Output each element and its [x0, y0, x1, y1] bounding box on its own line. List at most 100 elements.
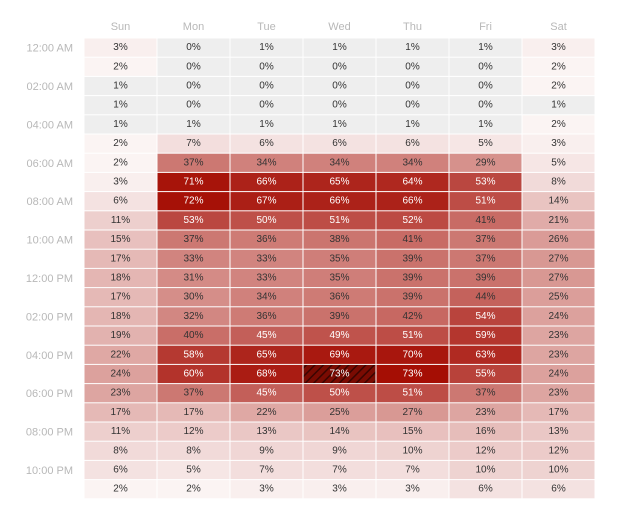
heatmap-cell[interactable] [303, 192, 376, 211]
heatmap-cell[interactable] [522, 76, 595, 96]
heatmap-cell[interactable] [230, 57, 303, 76]
heatmap-cell[interactable] [449, 57, 522, 76]
heatmap-cell[interactable] [230, 38, 303, 57]
heatmap-cell[interactable] [522, 345, 595, 364]
heatmap-cell[interactable] [303, 422, 376, 441]
heatmap-cell[interactable] [522, 230, 595, 249]
heatmap-cell[interactable] [449, 172, 522, 192]
heatmap-cell[interactable] [522, 249, 595, 268]
heatmap-cell[interactable] [376, 76, 449, 96]
heatmap-cell[interactable] [303, 96, 376, 115]
heatmap-cell[interactable] [230, 422, 303, 441]
heatmap-cell[interactable] [230, 326, 303, 345]
heatmap-cell[interactable] [230, 345, 303, 364]
heatmap-cell[interactable] [522, 480, 595, 499]
heatmap-cell[interactable] [84, 441, 157, 460]
heatmap-cell[interactable] [449, 76, 522, 96]
heatmap-cell[interactable] [449, 115, 522, 134]
heatmap-cell[interactable] [376, 249, 449, 268]
heatmap-cell[interactable] [449, 211, 522, 230]
heatmap-cell[interactable] [84, 326, 157, 345]
heatmap-cell[interactable] [522, 307, 595, 326]
heatmap-cell[interactable] [376, 403, 449, 422]
heatmap-cell[interactable] [303, 441, 376, 460]
heatmap-cell[interactable] [522, 57, 595, 76]
heatmap-cell[interactable] [376, 441, 449, 460]
heatmap-cell[interactable] [522, 268, 595, 288]
heatmap-cell[interactable] [303, 307, 376, 326]
heatmap-cell[interactable] [84, 288, 157, 307]
heatmap-cell[interactable] [449, 364, 522, 384]
heatmap-cell[interactable] [230, 76, 303, 96]
heatmap-cell[interactable] [376, 480, 449, 499]
heatmap-cell[interactable] [230, 480, 303, 499]
heatmap-cell[interactable] [522, 115, 595, 134]
heatmap-cell[interactable] [303, 172, 376, 192]
heatmap-cell[interactable] [376, 172, 449, 192]
heatmap-cell[interactable] [303, 268, 376, 288]
heatmap-cell[interactable] [303, 460, 376, 480]
heatmap-cell[interactable] [84, 480, 157, 499]
heatmap-cell[interactable] [84, 172, 157, 192]
heatmap-cell[interactable] [449, 422, 522, 441]
heatmap-cell[interactable] [157, 192, 230, 211]
heatmap-cell[interactable] [449, 307, 522, 326]
heatmap-cell[interactable] [157, 364, 230, 384]
heatmap-cell[interactable] [376, 230, 449, 249]
heatmap-cell[interactable] [376, 115, 449, 134]
heatmap-cell[interactable] [157, 403, 230, 422]
heatmap-cell[interactable] [230, 403, 303, 422]
heatmap-cell[interactable] [84, 422, 157, 441]
heatmap-cell[interactable] [157, 115, 230, 134]
heatmap-cell[interactable] [376, 288, 449, 307]
heatmap-cell[interactable] [157, 384, 230, 403]
heatmap-cell[interactable] [522, 460, 595, 480]
heatmap-cell[interactable] [157, 76, 230, 96]
heatmap-cell[interactable] [84, 153, 157, 172]
heatmap-cell[interactable] [522, 211, 595, 230]
heatmap-cell[interactable] [84, 211, 157, 230]
heatmap-cell[interactable] [230, 384, 303, 403]
heatmap-cell[interactable] [157, 57, 230, 76]
heatmap-cell[interactable] [230, 307, 303, 326]
heatmap-cell[interactable] [522, 153, 595, 172]
heatmap-cell[interactable] [157, 268, 230, 288]
heatmap-cell[interactable] [303, 230, 376, 249]
heatmap-cell[interactable] [376, 268, 449, 288]
heatmap-cell[interactable] [449, 384, 522, 403]
heatmap-cell[interactable] [303, 364, 376, 384]
heatmap-cell[interactable] [522, 326, 595, 345]
heatmap-cell[interactable] [522, 422, 595, 441]
heatmap-cell[interactable] [157, 307, 230, 326]
heatmap-cell[interactable] [522, 172, 595, 192]
heatmap-cell[interactable] [522, 384, 595, 403]
heatmap-cell[interactable] [449, 38, 522, 57]
heatmap-cell[interactable] [376, 134, 449, 153]
heatmap-cell[interactable] [230, 211, 303, 230]
heatmap-cell[interactable] [157, 172, 230, 192]
heatmap-cell[interactable] [449, 134, 522, 153]
heatmap-cell[interactable] [84, 249, 157, 268]
heatmap-cell[interactable] [230, 172, 303, 192]
heatmap-cell[interactable] [84, 460, 157, 480]
heatmap-cell[interactable] [303, 403, 376, 422]
heatmap-cell[interactable] [157, 211, 230, 230]
heatmap-cell[interactable] [449, 480, 522, 499]
heatmap-cell[interactable] [303, 134, 376, 153]
heatmap-cell[interactable] [157, 441, 230, 460]
heatmap-cell[interactable] [230, 441, 303, 460]
heatmap-cell[interactable] [157, 460, 230, 480]
heatmap-cell[interactable] [522, 403, 595, 422]
heatmap-cell[interactable] [157, 422, 230, 441]
heatmap-cell[interactable] [84, 57, 157, 76]
heatmap-cell[interactable] [303, 345, 376, 364]
heatmap-cell[interactable] [84, 192, 157, 211]
heatmap-cell[interactable] [522, 364, 595, 384]
heatmap-cell[interactable] [230, 192, 303, 211]
heatmap-cell[interactable] [84, 96, 157, 115]
heatmap-cell[interactable] [157, 153, 230, 172]
heatmap-cell[interactable] [376, 345, 449, 364]
heatmap-cell[interactable] [230, 460, 303, 480]
heatmap-cell[interactable] [376, 96, 449, 115]
heatmap-cell[interactable] [376, 192, 449, 211]
